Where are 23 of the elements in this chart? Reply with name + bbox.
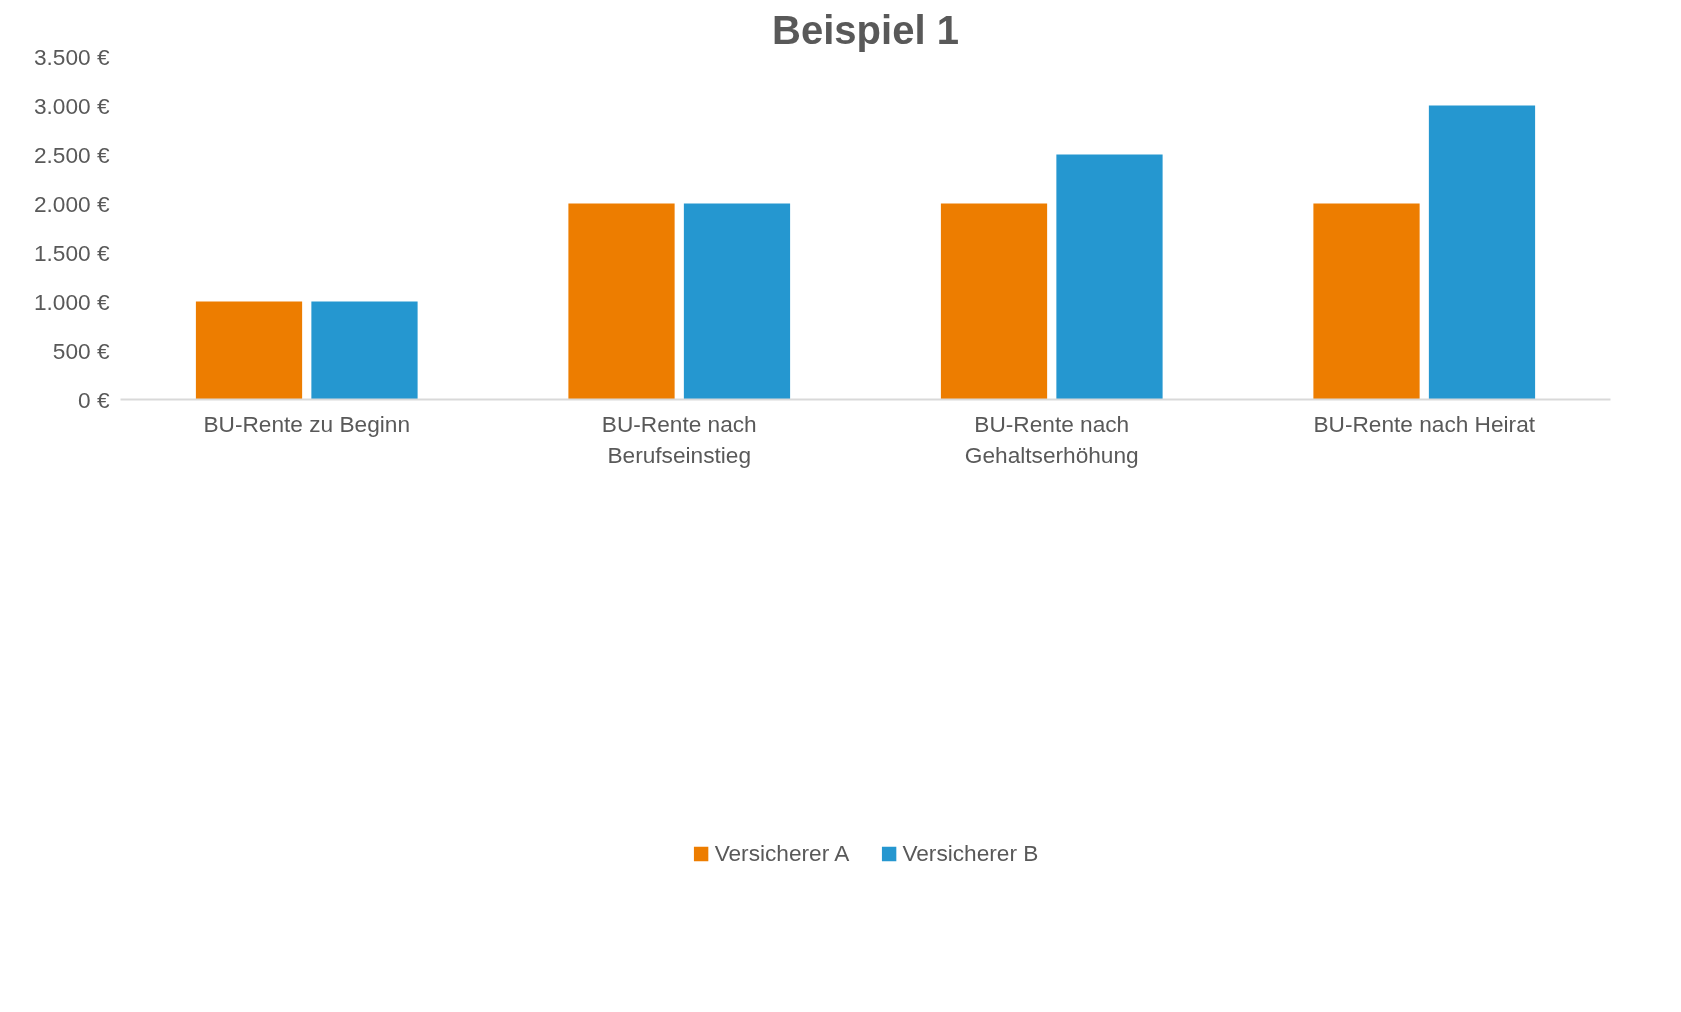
y-tick-label: 500 € xyxy=(52,337,110,364)
x-tick-label: BU-Rente nach Heirat xyxy=(1313,410,1536,437)
y-tick-label: 1.000 € xyxy=(33,288,110,315)
bar xyxy=(1313,203,1420,400)
y-tick-label: 2.500 € xyxy=(33,141,110,168)
bar xyxy=(1428,105,1536,400)
y-tick-label: 0 € xyxy=(78,386,110,413)
x-tick-label: BU-Rente nach Gehaltserhöhung xyxy=(964,410,1139,468)
chart-title: Beispiel 1 xyxy=(772,7,959,52)
y-tick-label: 3.500 € xyxy=(33,43,110,70)
bar xyxy=(568,203,675,400)
legend-label: Versicherer A xyxy=(714,839,850,867)
x-tick-label: BU-Rente nach Berufseinstieg xyxy=(601,410,757,468)
bar xyxy=(195,301,303,400)
bar xyxy=(940,203,1048,400)
bar xyxy=(683,203,791,400)
bar xyxy=(1056,154,1163,400)
bar xyxy=(311,301,418,400)
y-tick-label: 2.000 € xyxy=(33,190,110,217)
y-tick-label: 3.000 € xyxy=(33,92,110,119)
x-tick-label: BU-Rente zu Beginn xyxy=(203,410,411,437)
y-tick-label: 1.500 € xyxy=(33,239,110,266)
legend-label: Versicherer B xyxy=(902,839,1039,867)
